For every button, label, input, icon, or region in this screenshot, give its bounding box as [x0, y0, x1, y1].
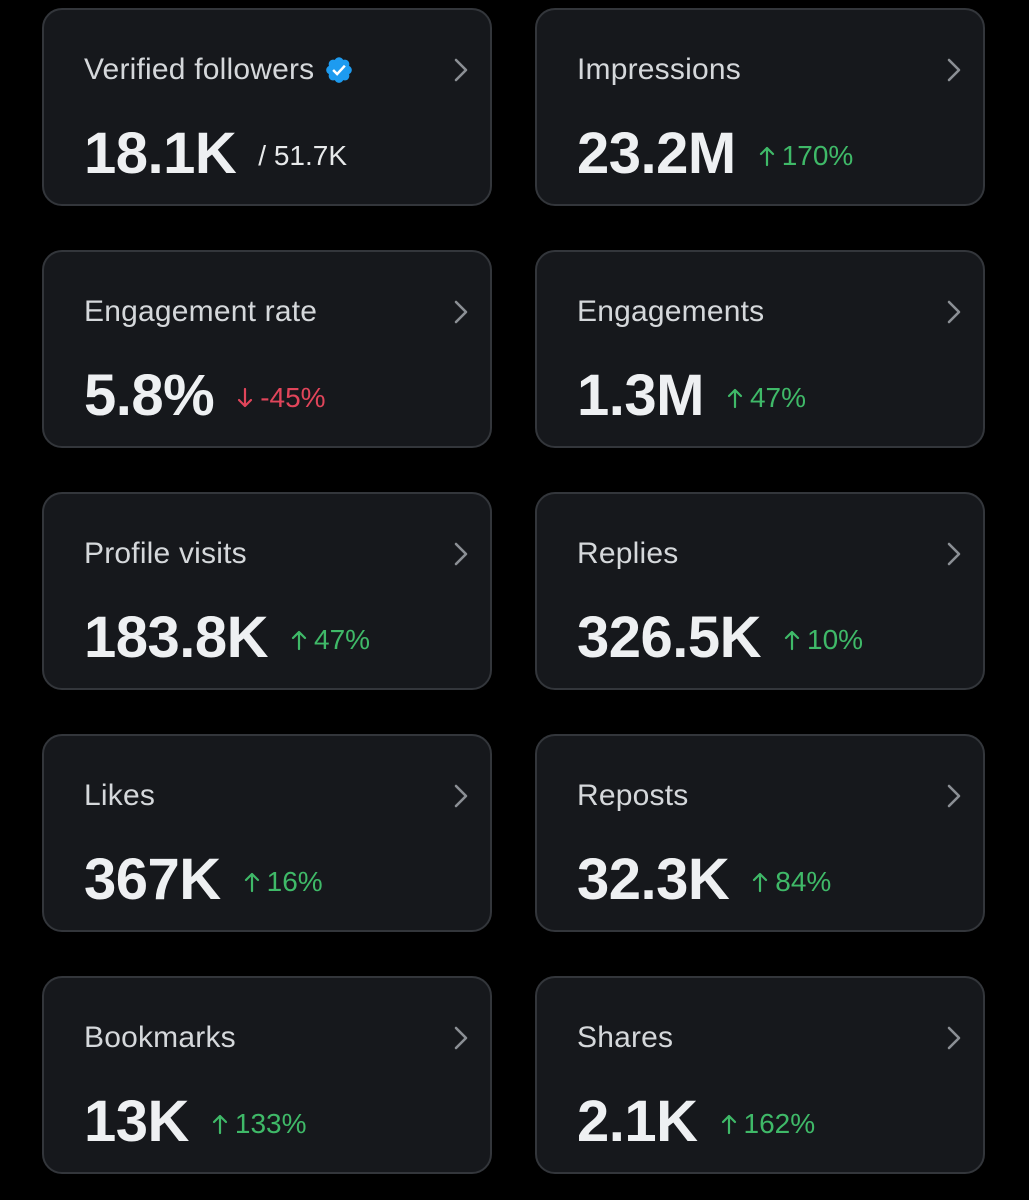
metric-value-row: 5.8% -45% [84, 360, 326, 430]
metric-value-row: 32.3K 84% [577, 844, 831, 914]
metric-value-row: 13K 133% [84, 1086, 307, 1156]
metric-card-bookmarks[interactable]: Bookmarks 13K 133% [42, 976, 492, 1174]
metric-label-row: Profile visits [84, 534, 247, 574]
chevron-right-icon [454, 300, 468, 324]
metric-label-row: Engagement rate [84, 292, 317, 332]
metric-card-shares[interactable]: Shares 2.1K 162% [535, 976, 985, 1174]
metric-change-value: 170% [781, 140, 854, 171]
chevron-right-icon [454, 784, 468, 808]
metric-change-value: -45% [260, 382, 326, 413]
chevron-right-icon [947, 300, 961, 324]
metric-label-row: Bookmarks [84, 1018, 236, 1058]
metric-label-row: Replies [577, 534, 678, 574]
metric-card-engagement-rate[interactable]: Engagement rate 5.8% -45% [42, 250, 492, 448]
metric-value-row: 183.8K 47% [84, 602, 370, 672]
metric-change-value: 84% [775, 866, 832, 897]
metric-value: 183.8K [84, 604, 269, 670]
chevron-right-icon [454, 58, 468, 82]
metric-card-engagements[interactable]: Engagements 1.3M 47% [535, 250, 985, 448]
metric-value-row: 367K 16% [84, 844, 323, 914]
metric-value: 5.8% [84, 362, 215, 428]
metric-label: Likes [84, 779, 156, 812]
metric-card-profile-visits[interactable]: Profile visits 183.8K 47% [42, 492, 492, 690]
metric-value-row: 2.1K 162% [577, 1086, 815, 1156]
arrow-down-icon [238, 387, 253, 408]
metric-value: 2.1K [577, 1088, 698, 1154]
metric-change-value: 162% [743, 1108, 816, 1139]
chevron-right-icon [454, 542, 468, 566]
metric-change: -45% [236, 382, 326, 414]
metric-value-row: 1.3M 47% [577, 360, 806, 430]
metric-change-value: 133% [234, 1108, 307, 1139]
metric-change-value: 47% [749, 382, 806, 413]
metric-label: Bookmarks [84, 1021, 236, 1054]
metric-change: 16% [243, 866, 323, 898]
metric-label-row: Engagements [577, 292, 764, 332]
metric-change-value: 10% [807, 624, 864, 655]
metric-label-row: Shares [577, 1018, 673, 1058]
metric-label-row: Impressions [577, 50, 741, 90]
metric-label: Engagements [577, 295, 765, 328]
metric-card-verified-followers[interactable]: Verified followers 18.1K / 51.7K [42, 8, 492, 206]
metric-card-impressions[interactable]: Impressions 23.2M 170% [535, 8, 985, 206]
metric-change: 47% [726, 382, 806, 414]
metric-card-reposts[interactable]: Reposts 32.3K 84% [535, 734, 985, 932]
metric-value: 1.3M [577, 362, 704, 428]
metric-change: 170% [758, 140, 854, 172]
chevron-right-icon [947, 1026, 961, 1050]
metric-label-row: Verified followers [84, 50, 354, 90]
metric-change: 84% [751, 866, 831, 898]
metric-value: 13K [84, 1088, 189, 1154]
arrow-up-icon [721, 1114, 736, 1135]
metric-change-value: 47% [314, 624, 371, 655]
metric-label: Impressions [577, 53, 741, 86]
metric-label-row: Likes [84, 776, 155, 816]
metric-change: 47% [290, 624, 370, 656]
metric-label: Reposts [577, 779, 689, 812]
metric-total: / 51.7K [258, 140, 348, 171]
metric-value: 32.3K [577, 846, 730, 912]
chevron-right-icon [947, 784, 961, 808]
metric-label-row: Reposts [577, 776, 688, 816]
arrow-up-icon [291, 630, 307, 651]
metric-label: Profile visits [84, 537, 247, 570]
metric-label: Verified followers [84, 53, 315, 86]
metric-value: 367K [84, 846, 221, 912]
metric-change: 10% [783, 624, 863, 656]
arrow-up-icon [784, 630, 800, 651]
chevron-right-icon [947, 58, 961, 82]
metric-label: Engagement rate [84, 295, 318, 328]
arrow-up-icon [244, 872, 259, 893]
arrow-up-icon [727, 388, 743, 409]
arrow-up-icon [759, 146, 774, 167]
chevron-right-icon [454, 1026, 468, 1050]
metric-change: 162% [720, 1108, 816, 1140]
chevron-right-icon [947, 542, 961, 566]
arrow-up-icon [212, 1114, 228, 1135]
metric-label: Shares [577, 1021, 674, 1054]
metric-value: 326.5K [577, 604, 762, 670]
metric-card-replies[interactable]: Replies 326.5K 10% [535, 492, 985, 690]
metric-value: 23.2M [577, 120, 736, 186]
metric-change-value: 16% [266, 866, 323, 897]
metric-change: 133% [211, 1108, 307, 1140]
metric-label: Replies [577, 537, 679, 570]
metric-card-likes[interactable]: Likes 367K 16% [42, 734, 492, 932]
metric-value: 18.1K [84, 120, 237, 186]
arrow-up-icon [753, 872, 768, 893]
verified-badge-icon [326, 57, 353, 83]
metric-value-row: 18.1K / 51.7K [84, 118, 347, 188]
metric-value-row: 326.5K 10% [577, 602, 863, 672]
metric-value-row: 23.2M 170% [577, 118, 853, 188]
